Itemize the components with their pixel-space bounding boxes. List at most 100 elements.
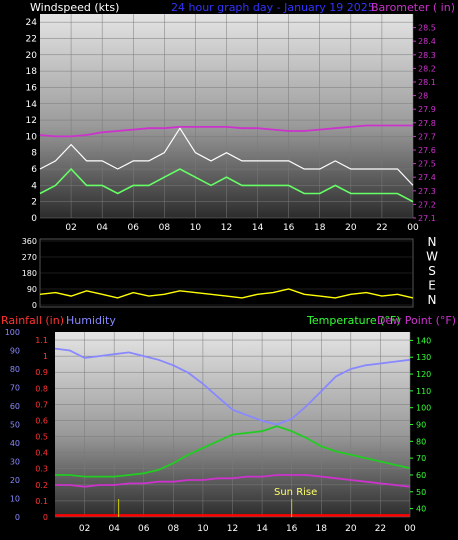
lower-x-tick: 00 — [404, 524, 416, 534]
compass-letter: S — [428, 264, 436, 278]
lower-x-ticks: 02 04 06 08 10 12 14 16 18 20 22 00 — [79, 524, 416, 534]
wind-left-tick: 14 — [26, 100, 38, 110]
direction-line — [39, 288, 414, 299]
rainfall-tick: 0.8 — [35, 384, 48, 393]
temperature-tick: 120 — [416, 370, 431, 379]
rainfall-axis-label: Rainfall (in) — [1, 314, 64, 327]
barometer-tick: 27.4 — [418, 173, 436, 182]
rainfall-tick: 0.6 — [35, 416, 48, 425]
wind-x-tick: 10 — [190, 223, 202, 233]
barometer-tick: 27.8 — [418, 119, 436, 128]
direction-ticks: 360 270 180 90 0 — [22, 237, 37, 310]
rainfall-tick: 0.9 — [35, 368, 48, 377]
humidity-tick: 20 — [10, 476, 20, 485]
direction-tick: 180 — [22, 269, 37, 278]
barometer-tick: 27.7 — [418, 132, 436, 141]
rainfall-ticks: 1.1 1 0.9 0.8 0.7 0.6 0.5 0.4 0.3 0.2 0.1 0 — [35, 336, 48, 522]
wind-gust-line — [39, 127, 414, 186]
rainfall-tick: 1 — [43, 352, 48, 361]
compass-letter: N — [428, 293, 437, 307]
sunrise-annotation: Sun Rise — [274, 487, 317, 498]
lower-x-tick: 14 — [256, 524, 268, 534]
wind-x-tick: 12 — [221, 223, 232, 233]
barometer-tick: 28.1 — [418, 78, 436, 87]
wind-left-tick: 24 — [26, 18, 38, 28]
temperature-ticks: 140 130 120 110 100 90 80 70 60 50 40 — [410, 336, 431, 514]
wind-x-tick: 02 — [65, 223, 76, 233]
lower-x-tick: 22 — [375, 524, 386, 534]
humidity-axis-label: Humidity — [66, 314, 116, 327]
wind-x-ticks: 02 04 06 08 10 12 14 16 18 20 22 00 — [65, 223, 419, 233]
humidity-tick: 60 — [10, 402, 20, 411]
temperature-tick: 70 — [416, 454, 426, 463]
barometer-tick: 27.5 — [418, 160, 436, 169]
barometer-tick: 28.2 — [418, 64, 436, 73]
wind-x-tick: 06 — [128, 223, 140, 233]
wind-left-tick: 2 — [31, 198, 37, 208]
lower-x-tick: 16 — [286, 524, 298, 534]
direction-tick: 90 — [27, 285, 37, 294]
wind-left-tick: 6 — [31, 165, 37, 175]
wind-gridlines — [40, 14, 414, 219]
temperature-tick: 60 — [416, 471, 426, 480]
wind-left-tick: 22 — [26, 34, 37, 44]
barometer-tick: 27.3 — [418, 187, 436, 196]
wind-x-tick: 18 — [314, 223, 326, 233]
rainfall-tick: 0.2 — [35, 481, 48, 490]
wind-left-tick: 12 — [26, 116, 37, 126]
humidity-line — [54, 347, 411, 426]
temperature-axis-label: Temperature (°F) — [306, 314, 401, 327]
temperature-tick: 50 — [416, 488, 426, 497]
wind-left-tick: 10 — [26, 132, 38, 142]
direction-tick: 270 — [22, 253, 37, 262]
barometer-ticks: 28.5 28.4 28.3 28.2 28.1 28 27.9 27.8 27.7 27.6 27… — [413, 24, 436, 223]
lower-x-tick: 06 — [138, 524, 150, 534]
lower-x-tick: 20 — [345, 524, 357, 534]
humidity-tick: 40 — [10, 439, 20, 448]
lower-x-tick: 18 — [316, 524, 328, 534]
barometer-axis-label: Barometer ( in) — [371, 1, 455, 14]
wind-x-tick: 04 — [96, 223, 108, 233]
compass-letter: N — [428, 235, 437, 249]
barometer-tick: 27.2 — [418, 200, 436, 209]
humidity-tick: 80 — [10, 365, 20, 374]
humidity-tick: 100 — [5, 328, 20, 337]
temperature-tick: 110 — [416, 387, 431, 396]
rainfall-tick: 0 — [43, 513, 48, 522]
wind-left-tick: 16 — [26, 83, 38, 93]
lower-x-tick: 04 — [108, 524, 120, 534]
wind-left-tick: 4 — [31, 181, 37, 191]
rainfall-tick: 0.3 — [35, 465, 48, 474]
dewpoint-line — [55, 474, 411, 488]
rainfall-tick: 1.1 — [35, 336, 48, 345]
temperature-line — [55, 425, 411, 478]
wind-x-tick: 14 — [252, 223, 264, 233]
wind-average-line — [39, 167, 414, 203]
dewpoint-axis-label: Dew Point (°F) — [377, 314, 456, 327]
wind-x-tick: 22 — [376, 223, 387, 233]
humidity-tick: 70 — [10, 384, 20, 393]
barometer-line — [39, 124, 413, 138]
lower-series — [54, 347, 411, 517]
wind-left-tick: 18 — [26, 67, 38, 77]
humidity-tick: 0 — [15, 513, 20, 522]
lower-x-tick: 08 — [168, 524, 180, 534]
lower-x-tick: 02 — [79, 524, 90, 534]
rainfall-tick: 0.5 — [35, 433, 48, 442]
barometer-tick: 28.4 — [418, 37, 436, 46]
wind-x-tick: 16 — [283, 223, 295, 233]
rainfall-tick: 0.7 — [35, 400, 48, 409]
temperature-tick: 80 — [416, 437, 426, 446]
wind-x-tick: 08 — [159, 223, 171, 233]
wind-x-tick: 00 — [407, 223, 419, 233]
humidity-tick: 30 — [10, 458, 20, 467]
humidity-tick: 50 — [10, 421, 20, 430]
windspeed-axis-label: Windspeed (kts) — [30, 1, 119, 14]
barometer-tick: 28.5 — [418, 24, 436, 33]
rainfall-tick: 0.1 — [35, 497, 48, 506]
direction-tick: 360 — [22, 237, 37, 246]
barometer-tick: 28.3 — [418, 51, 436, 60]
barometer-tick: 28 — [418, 92, 428, 101]
